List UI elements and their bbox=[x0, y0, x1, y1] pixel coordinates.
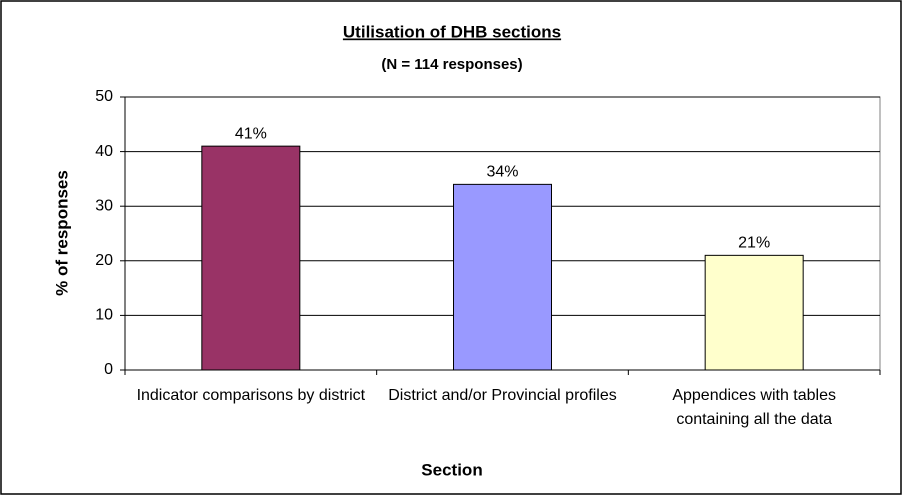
chart-subtitle: (N = 114 responses) bbox=[381, 56, 522, 73]
bar bbox=[453, 183, 552, 371]
y-tick-label: 0 bbox=[104, 361, 113, 378]
x-axis-title: Section bbox=[421, 460, 482, 479]
y-tick-label: 40 bbox=[95, 143, 113, 160]
x-tick-label: Indicator comparisons by district bbox=[136, 387, 366, 404]
y-tick-label: 10 bbox=[95, 307, 113, 324]
value-label: 34% bbox=[486, 164, 518, 181]
x-tick-label: Appendices with tables containing all th… bbox=[672, 387, 836, 428]
chart-title: Utilisation of DHB sections bbox=[343, 22, 561, 41]
bar bbox=[704, 254, 804, 371]
x-tick-label: District and/or Provincial profiles bbox=[388, 387, 617, 404]
value-label: 41% bbox=[235, 125, 267, 142]
y-tick-label: 20 bbox=[95, 252, 113, 269]
value-label: 21% bbox=[738, 235, 770, 252]
y-axis-title: % of responses bbox=[52, 170, 71, 296]
bar bbox=[201, 145, 301, 371]
y-tick-label: 30 bbox=[95, 197, 113, 214]
y-tick-label: 50 bbox=[95, 88, 113, 105]
